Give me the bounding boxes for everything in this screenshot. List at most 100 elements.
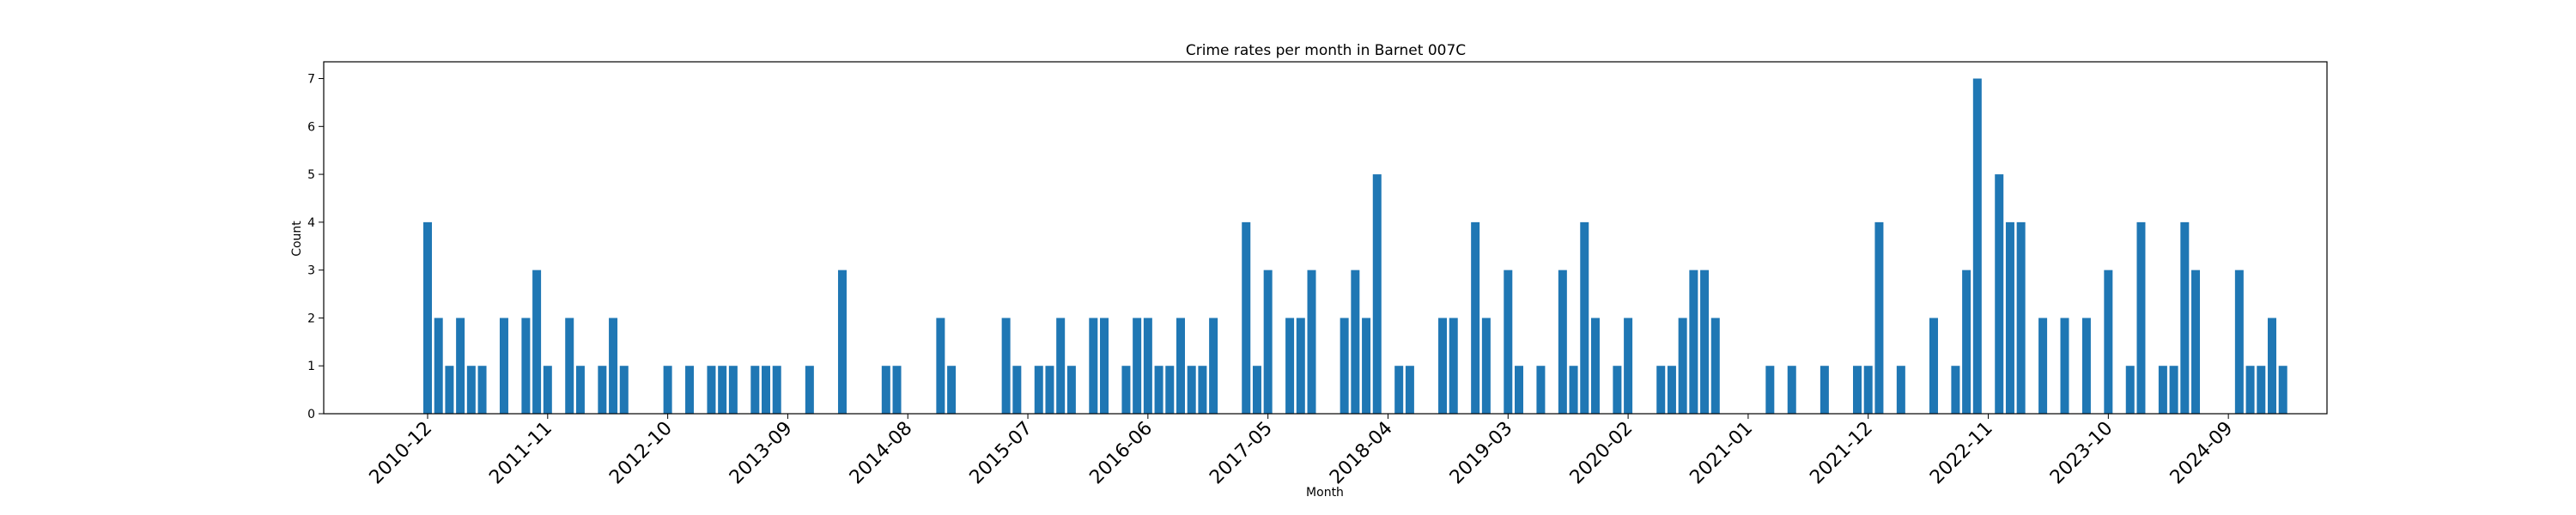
bar-2016-01	[1089, 318, 1098, 414]
bar-2015-06	[1012, 366, 1022, 414]
bar-2013-08	[772, 366, 781, 414]
bar-2022-01	[1874, 221, 1884, 414]
x-tick-label: 2016-06	[1085, 418, 1157, 489]
bar-2012-10	[663, 366, 672, 414]
bar-2014-11	[936, 318, 945, 414]
bar-2017-03	[1242, 221, 1251, 414]
bar-2019-10	[1580, 221, 1589, 414]
bar-2011-01	[434, 318, 443, 414]
bar-2017-07	[1285, 318, 1295, 414]
x-tick-label: 2010-12	[366, 418, 437, 489]
bar-2014-06	[881, 366, 890, 414]
bar-2017-05	[1263, 270, 1273, 414]
bar-2019-01	[1481, 318, 1491, 414]
chart-title: Crime rates per month in Barnet 007C	[1186, 42, 1466, 59]
y-tick-label: 6	[307, 120, 315, 134]
x-axis-ticks: 2010-12 2011-11 2012-10 2013-09 2014-08 2015-…	[366, 414, 2238, 489]
bar-2023-08	[2081, 318, 2091, 414]
bar-2019-11	[1590, 318, 1600, 414]
y-axis-ticks: 0 1 2 3 4 5 6 7	[307, 73, 324, 421]
bar-2011-02	[445, 366, 454, 414]
bar-2018-01	[1351, 270, 1360, 414]
bar-2024-01	[2136, 221, 2146, 414]
bar-2022-10	[1972, 78, 1982, 415]
bar-2013-02	[707, 366, 716, 414]
bar-2015-08	[1034, 366, 1043, 414]
bar-2015-09	[1045, 366, 1054, 414]
bar-2012-02	[575, 366, 585, 414]
bar-2016-07	[1154, 366, 1163, 414]
bar-2020-06	[1667, 366, 1676, 414]
bar-2010-12	[423, 221, 432, 414]
y-tick-label: 7	[307, 73, 315, 87]
bar-2015-11	[1066, 366, 1076, 414]
y-tick-label: 2	[307, 312, 315, 325]
y-tick-label: 4	[307, 216, 315, 230]
bar-2012-06	[619, 366, 629, 414]
bar-2023-01	[2005, 221, 2014, 414]
bar-2013-11	[805, 366, 814, 414]
bar-2021-05	[1787, 366, 1796, 414]
bar-2020-05	[1656, 366, 1666, 414]
bar-2025-01	[2267, 318, 2276, 414]
bar-2019-09	[1569, 366, 1578, 414]
bar-2011-11	[543, 366, 552, 414]
bar-2014-12	[947, 366, 957, 414]
bar-2023-12	[2125, 366, 2135, 414]
bar-2020-10	[1710, 318, 1720, 414]
bar-2018-06	[1405, 366, 1414, 414]
bar-2011-05	[477, 366, 487, 414]
x-tick-label: 2019-03	[1446, 418, 1517, 489]
x-tick-label: 2018-04	[1326, 418, 1397, 489]
bar-2013-06	[750, 366, 760, 414]
bar-2016-06	[1143, 318, 1152, 414]
y-axis-label: Count	[290, 221, 304, 257]
bar-2016-10	[1187, 366, 1196, 414]
bar-2015-05	[1001, 318, 1011, 414]
y-tick-label: 5	[307, 168, 315, 182]
y-tick-label: 3	[307, 264, 315, 278]
bar-2016-05	[1133, 318, 1142, 414]
bar-2018-12	[1471, 221, 1480, 414]
bars-group	[423, 78, 2287, 415]
y-tick-label: 0	[307, 408, 315, 421]
x-tick-label: 2014-08	[846, 418, 917, 489]
bar-2020-09	[1700, 270, 1710, 414]
bar-2013-03	[718, 366, 727, 414]
bar-2020-07	[1678, 318, 1687, 414]
bar-2011-09	[521, 318, 531, 414]
bar-2012-05	[609, 318, 618, 414]
x-tick-label: 2024-09	[2166, 418, 2238, 489]
y-tick-label: 1	[307, 360, 315, 373]
bar-2011-10	[532, 270, 542, 414]
x-tick-label: 2013-09	[726, 418, 797, 489]
bar-2018-10	[1449, 318, 1458, 414]
bar-2016-04	[1121, 366, 1131, 414]
bar-2016-02	[1100, 318, 1109, 414]
bar-2021-08	[1820, 366, 1829, 414]
bar-2012-01	[565, 318, 574, 414]
x-tick-label: 2022-11	[1926, 418, 1997, 489]
bar-2024-10	[2234, 270, 2244, 414]
x-tick-label: 2017-05	[1206, 418, 1277, 489]
x-tick-label: 2012-10	[605, 418, 677, 489]
bar-2014-07	[892, 366, 902, 414]
x-tick-label: 2021-01	[1686, 418, 1757, 489]
bar-2024-11	[2245, 366, 2255, 414]
bar-2017-04	[1252, 366, 1261, 414]
bar-2021-12	[1863, 366, 1873, 414]
bar-2022-09	[1962, 270, 1971, 414]
x-axis-label: Month	[1306, 486, 1344, 500]
bar-2019-03	[1504, 270, 1513, 414]
bar-2012-12	[685, 366, 695, 414]
bar-2018-03	[1372, 174, 1382, 414]
bar-2024-03	[2158, 366, 2167, 414]
bar-2019-08	[1558, 270, 1567, 414]
bar-2018-02	[1362, 318, 1371, 414]
bar-2019-04	[1515, 366, 1523, 414]
bar-2016-08	[1165, 366, 1175, 414]
bar-2013-04	[728, 366, 738, 414]
bar-2024-12	[2257, 366, 2266, 414]
bar-2024-06	[2191, 270, 2201, 414]
